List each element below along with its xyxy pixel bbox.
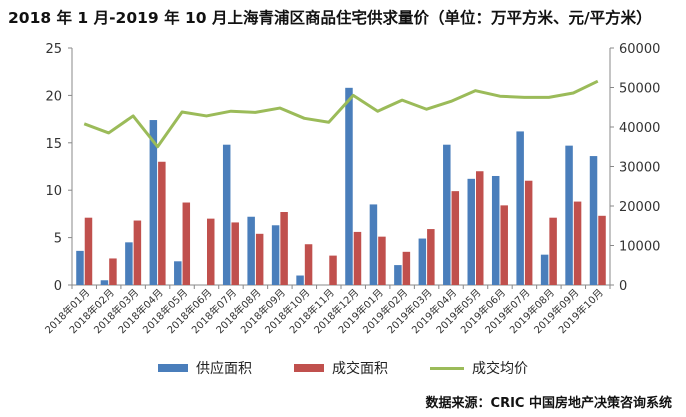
bar-supply [516, 131, 524, 285]
legend-item-price: 成交均价 [430, 358, 528, 378]
bar-deal [109, 258, 117, 285]
bar-deal [207, 218, 215, 285]
y-right-tick-label: 30000 [619, 161, 660, 176]
bar-deal [255, 233, 264, 285]
y-left-tick-label: 25 [45, 42, 62, 57]
bar-deal [158, 161, 166, 285]
bar-deal [133, 220, 142, 285]
legend-item-deal: 成交面积 [294, 358, 388, 378]
bar-deal [182, 202, 191, 285]
bar-supply [418, 238, 427, 285]
bar-supply [222, 144, 231, 285]
bar-deal [500, 205, 508, 285]
y-left-tick-label: 20 [45, 89, 62, 104]
bar-supply [565, 145, 573, 285]
bar-supply [271, 225, 280, 285]
bar-deal [231, 222, 239, 285]
legend-swatch-price [430, 366, 464, 370]
legend-label-price: 成交均价 [472, 361, 528, 377]
bar-deal [402, 251, 411, 285]
line-price [83, 79, 599, 149]
bar-deal [304, 244, 313, 285]
y-right-tick-label: 0 [619, 279, 627, 294]
bar-deal [451, 191, 460, 285]
y-right-tick-label: 40000 [619, 121, 660, 136]
bar-supply [125, 242, 133, 285]
bar-supply [76, 250, 84, 285]
bar-supply [589, 156, 598, 285]
bar-supply [369, 204, 378, 285]
y-right-tick-label: 50000 [619, 82, 660, 97]
bar-supply [100, 280, 109, 285]
bar-deal [353, 231, 362, 285]
y-left-tick-label: 5 [54, 232, 62, 247]
bar-supply [443, 144, 451, 285]
bar-supply [540, 254, 549, 285]
y-right-tick-label: 10000 [619, 240, 660, 255]
bar-supply [491, 175, 500, 285]
legend-item-supply: 供应面积 [158, 358, 252, 378]
bar-supply [247, 216, 255, 285]
bar-deal [378, 236, 386, 285]
y-left-tick-label: 10 [45, 184, 62, 199]
legend-label-supply: 供应面积 [196, 361, 252, 377]
legend-swatch-supply [158, 364, 188, 372]
bar-deal [280, 212, 288, 285]
legend-swatch-deal [294, 364, 324, 372]
bar-supply [149, 120, 158, 285]
data-source: 数据来源：CRIC 中国房地产决策咨询系统 [425, 396, 672, 411]
bar-supply [345, 87, 353, 285]
y-left-tick-label: 0 [54, 279, 62, 294]
y-right-tick-label: 60000 [619, 42, 660, 57]
bar-deal [329, 255, 337, 285]
bar-supply [296, 275, 304, 285]
bar-deal [476, 171, 484, 285]
bar-deal [549, 217, 557, 285]
y-left-tick-label: 15 [45, 137, 62, 152]
bar-deal [427, 229, 435, 285]
legend: 供应面积 成交面积 成交均价 [0, 358, 686, 378]
bar-deal [598, 215, 606, 285]
bar-supply [467, 178, 475, 285]
legend-label-deal: 成交面积 [332, 361, 388, 377]
bar-supply [394, 265, 402, 285]
y-right-tick-label: 20000 [619, 200, 660, 215]
bar-supply [174, 261, 182, 285]
chart-title: 2018 年 1 月-2019 年 10 月上海青浦区商品住宅供求量价（单位：万… [8, 9, 652, 27]
bar-deal [524, 180, 533, 285]
bar-deal [84, 217, 93, 285]
bar-deal [573, 201, 582, 285]
